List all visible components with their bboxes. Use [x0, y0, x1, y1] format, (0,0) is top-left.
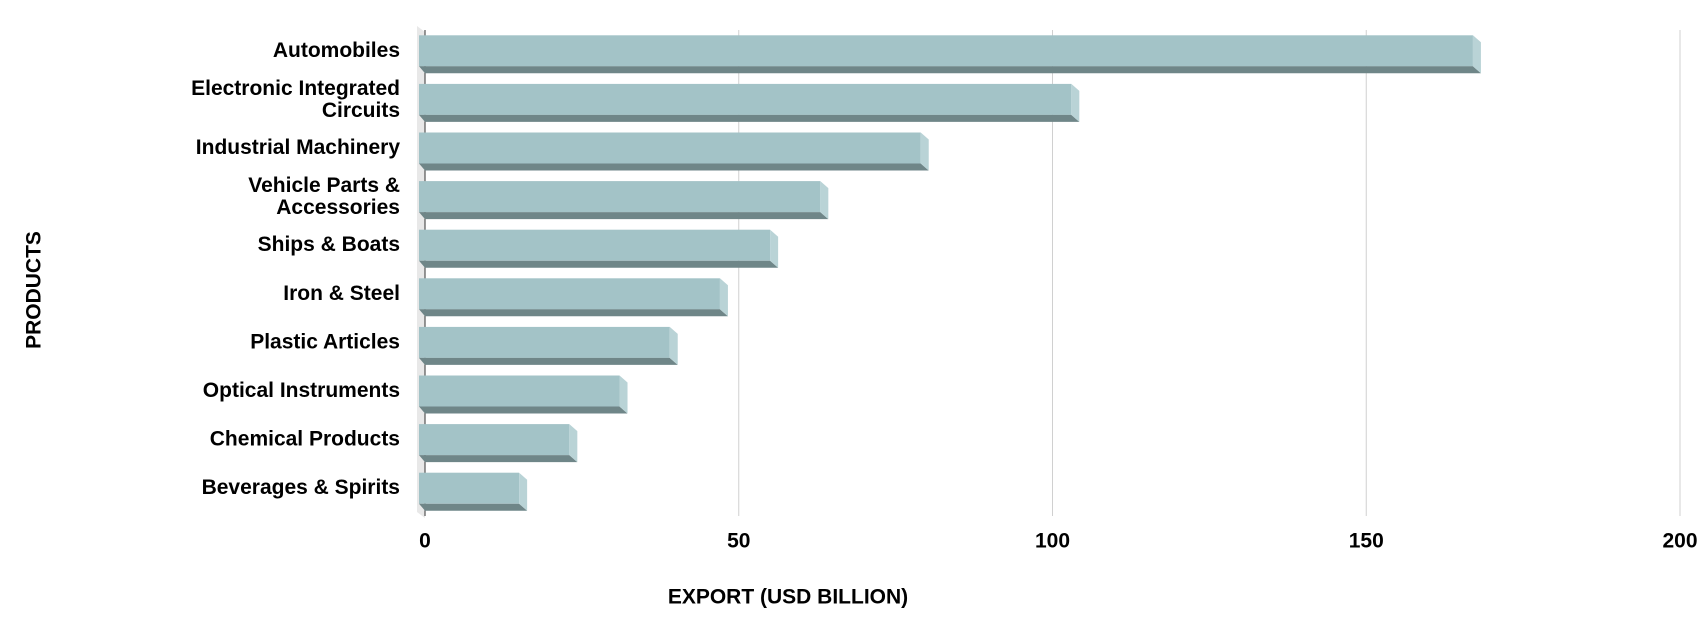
bar-group — [419, 229, 779, 268]
x-tick-label: 200 — [1662, 530, 1697, 553]
bar — [419, 424, 570, 456]
bar-end — [669, 326, 678, 365]
bar — [419, 326, 670, 358]
bar-bottom — [419, 163, 929, 171]
y-tick-label: Plastic Articles — [250, 330, 400, 353]
bar-group — [419, 181, 829, 220]
y-tick-label: Vehicle Parts & Accessories — [248, 174, 400, 219]
bar-group — [419, 424, 578, 463]
bar-bottom — [419, 212, 829, 220]
bar-group — [419, 83, 1080, 122]
bar-group — [419, 35, 1481, 74]
bar-end — [519, 472, 528, 511]
bar-end — [920, 132, 929, 171]
bar-bottom — [419, 309, 728, 317]
bar — [419, 132, 921, 164]
x-tick-label: 100 — [1035, 530, 1070, 553]
x-axis-title: EXPORT (USD BILLION) — [668, 586, 908, 609]
bar — [419, 35, 1473, 67]
bar-bottom — [419, 260, 779, 268]
bar-end — [1071, 83, 1080, 122]
bar — [419, 229, 771, 261]
bar-group — [419, 472, 528, 511]
bar-bottom — [419, 503, 528, 511]
y-tick-label: Automobiles — [273, 39, 400, 62]
bar-group — [419, 132, 929, 171]
y-axis-title: PRODUCTS — [23, 231, 46, 349]
bar-end — [820, 181, 829, 220]
bar-bottom — [419, 114, 1080, 122]
bar — [419, 278, 720, 310]
bar-end — [719, 278, 728, 317]
bar-group — [419, 375, 628, 414]
bar-end — [619, 375, 628, 414]
bar-bottom — [419, 406, 628, 414]
bar — [419, 83, 1072, 115]
x-tick-label: 150 — [1349, 530, 1384, 553]
y-tick-label: Electronic Integrated Circuits — [191, 76, 400, 121]
bar — [419, 181, 821, 213]
y-tick-label: Beverages & Spirits — [202, 476, 400, 499]
y-tick-label: Iron & Steel — [283, 282, 400, 305]
y-tick-label: Ships & Boats — [258, 233, 400, 256]
y-tick-label: Chemical Products — [210, 428, 400, 451]
bar-group — [419, 326, 678, 365]
bar-bottom — [419, 455, 578, 463]
bar — [419, 472, 520, 504]
bar-end — [569, 424, 578, 463]
bar-group — [419, 278, 728, 317]
bar-bottom — [419, 357, 678, 365]
x-tick-label: 50 — [727, 530, 750, 553]
bar-bottom — [419, 66, 1481, 74]
y-tick-label: Optical Instruments — [203, 379, 400, 402]
bar-end — [1472, 35, 1481, 74]
bar-end — [770, 229, 779, 268]
x-tick-label: 0 — [419, 530, 431, 553]
y-tick-label: Industrial Machinery — [196, 136, 401, 159]
bar — [419, 375, 620, 407]
